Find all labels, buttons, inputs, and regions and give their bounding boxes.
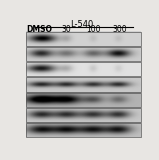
Text: DMSO: DMSO: [26, 24, 52, 34]
Bar: [26, 77, 141, 92]
Bar: [26, 123, 141, 137]
Bar: [26, 92, 141, 107]
Text: 300: 300: [112, 24, 127, 34]
Bar: [26, 62, 141, 76]
Bar: [26, 47, 141, 61]
Bar: [26, 108, 141, 122]
Text: 100: 100: [86, 24, 100, 34]
Text: 30: 30: [61, 24, 71, 34]
Bar: [26, 32, 141, 46]
Text: L-540: L-540: [70, 20, 93, 29]
